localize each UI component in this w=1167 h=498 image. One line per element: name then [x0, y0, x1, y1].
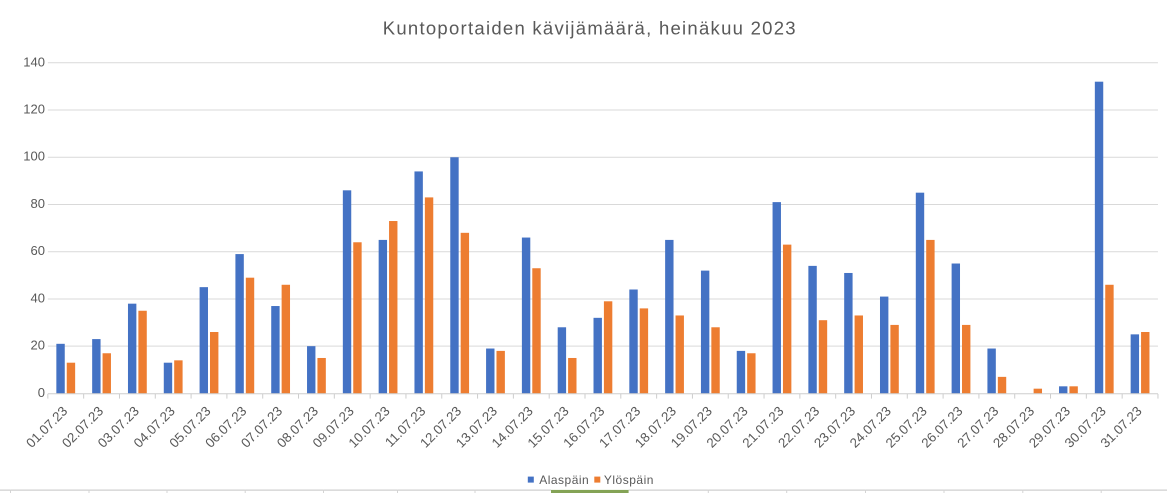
svg-text:60: 60 — [31, 243, 45, 258]
svg-text:120: 120 — [23, 101, 45, 116]
svg-text:140: 140 — [23, 54, 45, 69]
svg-text:80: 80 — [31, 196, 45, 211]
svg-text:0: 0 — [38, 385, 45, 400]
svg-text:Kuntoportaiden kävijämäärä, he: Kuntoportaiden kävijämäärä, heinäkuu 202… — [383, 17, 797, 38]
svg-text:Alaspäin: Alaspäin — [539, 473, 589, 487]
svg-text:Ylöspäin: Ylöspäin — [604, 473, 654, 487]
svg-text:40: 40 — [31, 290, 45, 305]
svg-text:100: 100 — [23, 149, 45, 164]
svg-text:20: 20 — [31, 338, 45, 353]
